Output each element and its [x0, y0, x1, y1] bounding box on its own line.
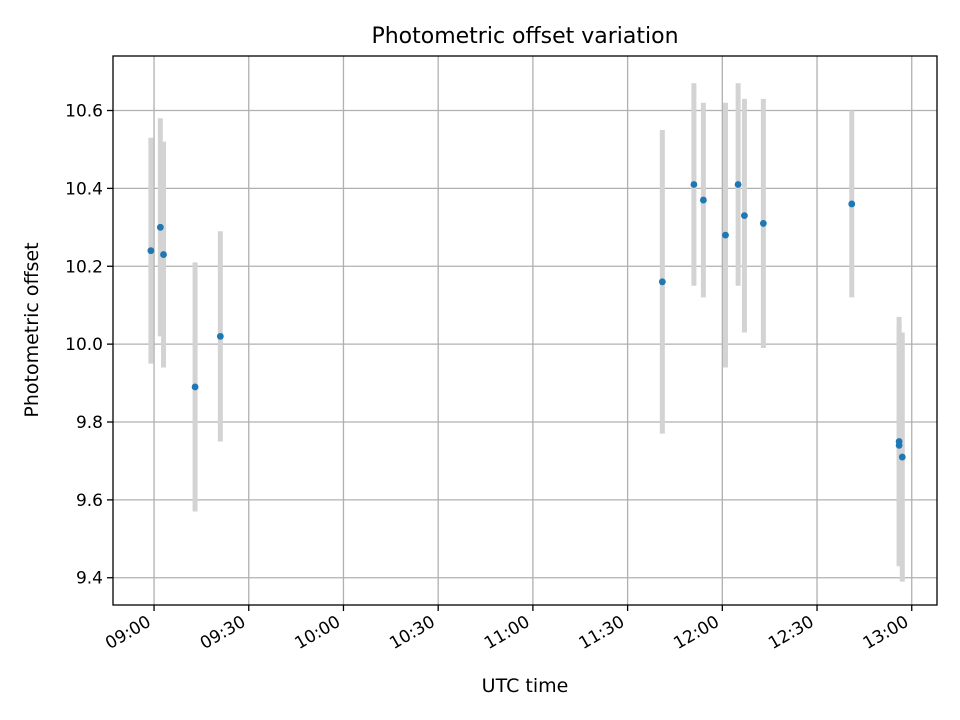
- data-point: [156, 223, 164, 231]
- chart-title: Photometric offset variation: [371, 24, 678, 49]
- y-tick-label: 10.0: [65, 335, 103, 355]
- data-point: [160, 251, 167, 258]
- data-point: [734, 181, 742, 188]
- y-tick-label: 10.4: [65, 179, 103, 199]
- data-point: [658, 278, 666, 286]
- data-point: [191, 383, 199, 391]
- data-point: [699, 196, 707, 204]
- data-point: [898, 453, 906, 461]
- point-layer: [147, 181, 906, 461]
- y-tick-label: 10.6: [65, 102, 103, 122]
- data-point: [216, 332, 224, 340]
- data-point: [848, 200, 856, 208]
- data-point: [722, 231, 729, 239]
- data-point: [147, 247, 155, 255]
- data-point: [690, 181, 698, 188]
- y-tick-label: 10.2: [65, 257, 103, 277]
- data-point: [759, 220, 767, 227]
- y-tick-label: 9.4: [76, 569, 103, 589]
- y-tick-label: 9.6: [76, 491, 103, 511]
- data-point: [741, 212, 748, 220]
- y-tick-label: 9.8: [76, 413, 103, 433]
- x-axis-label: UTC time: [482, 675, 569, 697]
- plot-frame: [112, 55, 938, 606]
- y-axis-label: Photometric offset: [21, 242, 43, 417]
- data-point: [895, 441, 903, 449]
- grid-layer: [113, 56, 937, 605]
